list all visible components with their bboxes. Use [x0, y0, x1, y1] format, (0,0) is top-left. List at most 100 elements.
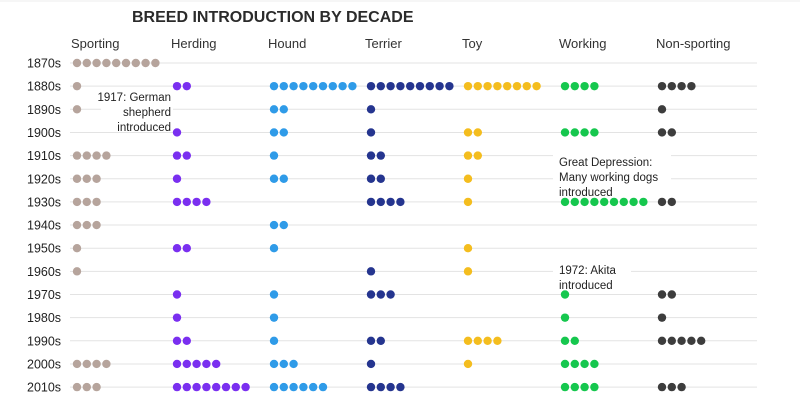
dot-non-sporting-1970s: [657, 290, 667, 299]
dot-sporting-1870s: [141, 58, 150, 68]
annotation-2: Great Depression: Many working dogs introd…: [553, 152, 671, 199]
dot-hound-1940s: [269, 220, 279, 230]
dot-working-1900s: [570, 128, 579, 137]
dot-herding-2000s: [202, 359, 211, 369]
dot-hound-1900s: [269, 128, 279, 137]
dot-working-2010s: [580, 382, 589, 392]
column-headers: Sporting Herding Hound Terrier Toy Working Non…: [71, 36, 730, 51]
dot-working-1880s: [580, 81, 589, 91]
dot-sporting-1870s: [151, 58, 160, 68]
dot-herding-2010s: [221, 382, 231, 392]
dot-sporting-1870s: [112, 58, 121, 68]
decade-label-1940s: 1940s: [27, 219, 61, 233]
dot-sporting-1910s: [102, 151, 111, 160]
dot-working-1930s: [570, 197, 579, 207]
series-hound: [269, 81, 357, 392]
dot-working-1900s: [580, 128, 589, 137]
annotation-line: introduced: [117, 122, 171, 134]
annotation-1: 1917: German shepherd introduced: [97, 87, 173, 134]
annotation-line: Great Depression:: [559, 157, 652, 169]
dot-working-2010s: [590, 382, 599, 392]
dot-working-1980s: [560, 313, 570, 322]
series-herding: [172, 81, 250, 392]
dot-non-sporting-1890s: [657, 105, 667, 114]
dot-toy-1910s: [463, 151, 473, 160]
dot-hound-2010s: [289, 382, 298, 392]
series-terrier: [366, 81, 454, 392]
dot-hound-1880s: [328, 81, 337, 91]
dot-sporting-2000s: [102, 359, 111, 369]
column-header-sporting: Sporting: [71, 36, 119, 51]
dot-hound-1950s: [269, 244, 279, 253]
dot-terrier-1880s: [386, 81, 395, 91]
dot-non-sporting-1990s: [657, 336, 667, 345]
series-working: [560, 81, 648, 392]
dot-herding-1910s: [172, 151, 182, 160]
dot-working-1880s: [570, 81, 579, 91]
dot-toy-1900s: [473, 128, 482, 137]
annotation-line: shepherd: [123, 107, 171, 119]
decade-label-1900s: 1900s: [27, 126, 61, 140]
dot-hound-2000s: [269, 359, 279, 369]
column-header-terrier: Terrier: [365, 36, 403, 51]
dot-toy-1880s: [493, 81, 502, 91]
dot-sporting-1950s: [72, 244, 82, 253]
dot-toy-1880s: [503, 81, 512, 91]
dot-sporting-2000s: [92, 359, 101, 369]
dot-non-sporting-2010s: [667, 382, 676, 392]
dot-non-sporting-1880s: [687, 81, 696, 91]
dot-non-sporting-1880s: [657, 81, 667, 91]
dot-hound-1900s: [279, 128, 288, 137]
dot-working-1970s: [560, 290, 570, 299]
dot-terrier-1960s: [366, 267, 376, 276]
dot-toy-1910s: [473, 151, 482, 160]
dot-sporting-1870s: [82, 58, 92, 68]
dot-terrier-1880s: [425, 81, 434, 91]
dot-hound-2010s: [269, 382, 279, 392]
dot-working-1990s: [560, 336, 570, 345]
dot-toy-1880s: [463, 81, 473, 91]
dot-toy-1960s: [463, 267, 473, 276]
dot-herding-1880s: [172, 81, 182, 91]
decade-label-1960s: 1960s: [27, 265, 61, 279]
dot-hound-1880s: [318, 81, 328, 91]
dot-hound-2010s: [318, 382, 328, 392]
column-header-herding: Herding: [171, 36, 217, 51]
dot-non-sporting-1880s: [667, 81, 676, 91]
dot-sporting-2000s: [72, 359, 82, 369]
dot-toy-1990s: [473, 336, 482, 345]
dot-hound-1920s: [279, 174, 288, 183]
dot-herding-1930s: [172, 197, 182, 207]
dot-toy-1990s: [463, 336, 473, 345]
dot-non-sporting-1880s: [677, 81, 686, 91]
dot-hound-2000s: [279, 359, 288, 369]
dot-working-2000s: [570, 359, 579, 369]
dot-herding-1880s: [182, 81, 191, 91]
dot-sporting-1930s: [92, 197, 101, 207]
dot-sporting-1870s: [121, 58, 131, 68]
dot-working-1930s: [600, 197, 609, 207]
dot-terrier-1990s: [366, 336, 376, 345]
dot-herding-1970s: [172, 290, 182, 299]
dot-terrier-1930s: [376, 197, 385, 207]
dot-herding-2000s: [182, 359, 191, 369]
dot-working-1930s: [590, 197, 599, 207]
dot-herding-1930s: [182, 197, 191, 207]
annotation-line: 1972: Akita: [559, 265, 617, 277]
decade-label-1910s: 1910s: [27, 149, 61, 163]
dot-herding-2000s: [212, 359, 221, 369]
annotations: 1917: German shepherd introduced Great Depr…: [97, 87, 671, 292]
dot-non-sporting-1980s: [657, 313, 667, 322]
dot-sporting-2010s: [92, 382, 101, 392]
dot-herding-1900s: [172, 128, 182, 137]
dot-herding-1950s: [172, 244, 182, 253]
dot-sporting-1920s: [82, 174, 92, 183]
dot-toy-1950s: [463, 244, 473, 253]
dot-hound-1880s: [299, 81, 308, 91]
annotation-line: 1917: German: [97, 92, 171, 104]
dot-terrier-1930s: [386, 197, 395, 207]
decade-label-1920s: 1920s: [27, 172, 61, 186]
dot-terrier-1970s: [376, 290, 385, 299]
decade-label-1870s: 1870s: [27, 57, 61, 71]
dot-terrier-2010s: [386, 382, 395, 392]
